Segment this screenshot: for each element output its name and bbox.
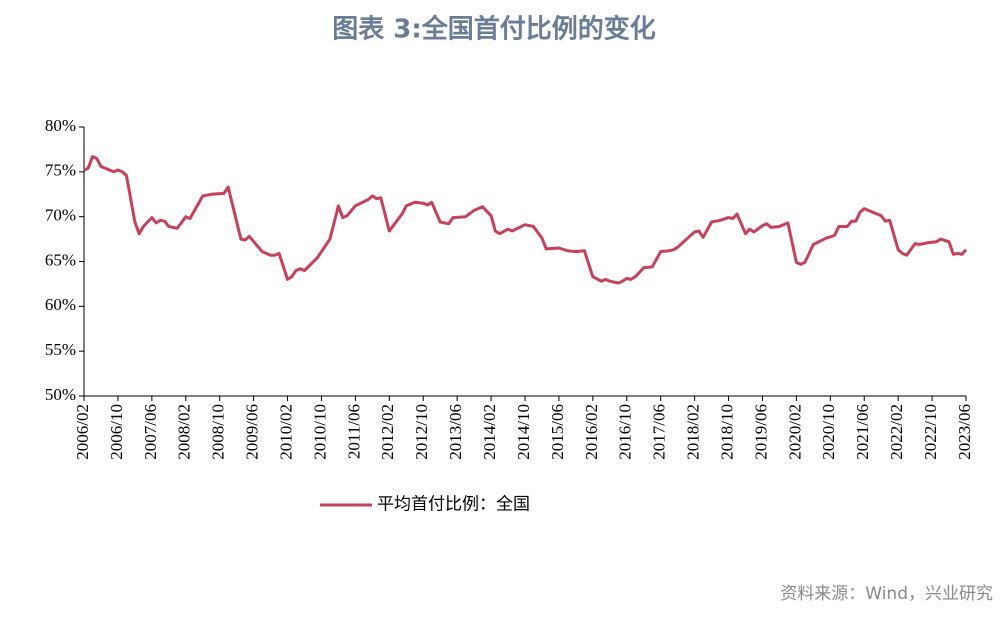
x-tick-label: 2013/06 bbox=[446, 404, 465, 460]
x-tick-label: 2012/10 bbox=[412, 404, 431, 460]
x-tick-label: 2019/06 bbox=[751, 404, 770, 460]
y-tick-label: 70% bbox=[45, 206, 76, 225]
x-tick-label: 2020/10 bbox=[819, 404, 838, 460]
y-tick-label: 75% bbox=[45, 161, 76, 180]
x-tick-label: 2006/10 bbox=[107, 404, 126, 460]
x-tick-label: 2022/02 bbox=[887, 404, 906, 460]
x-tick-label: 2016/10 bbox=[616, 404, 635, 460]
source-note: 资料来源：Wind，兴业研究 bbox=[780, 584, 993, 604]
x-tick-label: 2022/10 bbox=[921, 404, 940, 460]
x-tick-label: 2007/06 bbox=[141, 404, 160, 460]
x-tick-label: 2011/06 bbox=[344, 404, 363, 459]
x-tick-label: 2010/10 bbox=[310, 404, 329, 460]
x-tick-label: 2006/02 bbox=[73, 404, 92, 460]
x-tick-label: 2008/02 bbox=[175, 404, 194, 460]
legend-label: 平均首付比例：全国 bbox=[377, 495, 530, 515]
x-tick-label: 2010/02 bbox=[276, 404, 295, 460]
y-tick-label: 55% bbox=[45, 340, 76, 359]
x-tick-label: 2017/06 bbox=[650, 404, 669, 460]
x-tick-label: 2020/02 bbox=[785, 404, 804, 460]
data-line bbox=[83, 155, 968, 285]
x-tick-label: 2009/06 bbox=[243, 404, 262, 460]
y-tick-label: 60% bbox=[45, 295, 76, 314]
x-tick-label: 2014/02 bbox=[480, 404, 499, 460]
x-tick-label: 2021/06 bbox=[853, 404, 872, 460]
y-tick-label: 50% bbox=[45, 385, 76, 404]
y-tick-label: 80% bbox=[45, 116, 76, 135]
y-tick-label: 65% bbox=[45, 250, 76, 269]
x-tick-label: 2018/10 bbox=[717, 404, 736, 460]
x-tick-label: 2023/06 bbox=[955, 404, 974, 460]
chart-title: 图表 3:全国首付比例的变化 bbox=[332, 14, 656, 45]
x-tick-label: 2018/02 bbox=[684, 404, 703, 460]
x-tick-label: 2008/10 bbox=[209, 404, 228, 460]
x-tick-label: 2012/02 bbox=[378, 404, 397, 460]
x-tick-label: 2015/06 bbox=[548, 404, 567, 460]
x-tick-label: 2014/10 bbox=[514, 404, 533, 460]
x-tick-label: 2016/02 bbox=[582, 404, 601, 460]
